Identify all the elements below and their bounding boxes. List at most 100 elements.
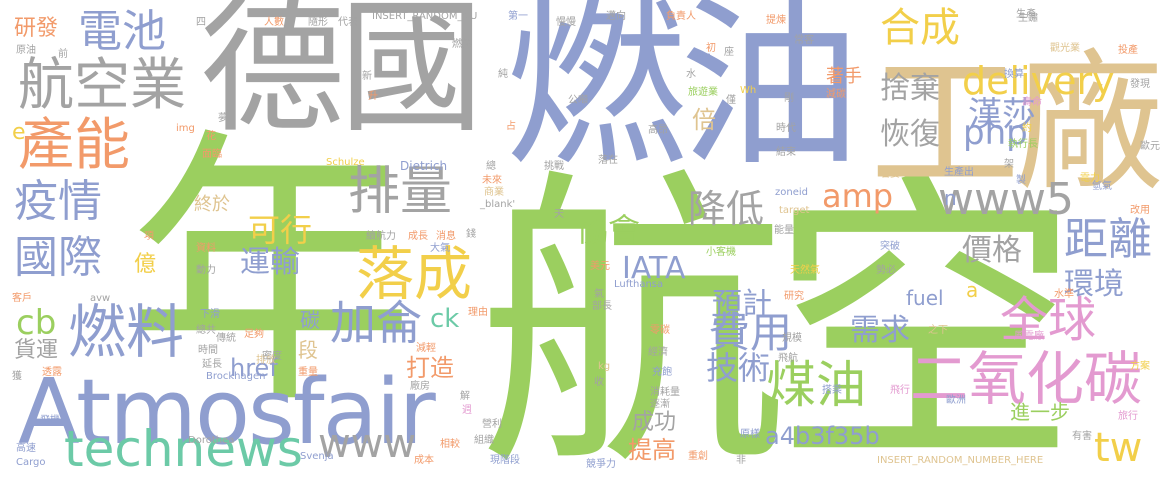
- word-zong-gong: 總共: [196, 325, 216, 336]
- word-zhi-xia: 之下: [928, 325, 948, 336]
- word-xie-hui: 協會: [576, 211, 641, 249]
- word-ke-xing: 可行: [248, 211, 313, 249]
- word-nian: 年: [125, 106, 415, 443]
- word-tan: 碳: [300, 308, 320, 332]
- word-hua: 花: [206, 131, 216, 142]
- word-pai-liang: 排量: [348, 162, 453, 222]
- word-zu-zhi: 組織: [474, 435, 494, 446]
- word-yi-qing: 疫情: [14, 176, 102, 227]
- word-jie-shu: 結束: [776, 147, 796, 158]
- word-lv-xing: 旅行: [1118, 411, 1138, 422]
- word-ruo-yao: 若要: [880, 169, 900, 180]
- word-ju-li: 距離: [1064, 214, 1152, 265]
- word-yan-fa: 研發: [14, 16, 59, 41]
- word-bu-chang: 部長: [592, 301, 612, 312]
- word-schulze: Schulze: [326, 157, 365, 168]
- word-yuan-yang: 原樣: [740, 429, 760, 440]
- word-yu-ji: 預計: [712, 287, 772, 322]
- word-xu-qiu: 需求: [850, 313, 910, 348]
- word-cheng-ben: 成本: [414, 455, 434, 466]
- word-shou: 收: [594, 377, 604, 388]
- word-avw: avw: [90, 293, 111, 304]
- word-sheng-chan-chu: 生產出: [944, 167, 974, 178]
- word-fei-xing: 飛行: [890, 385, 910, 396]
- word-gui-mo: 規模: [782, 333, 802, 344]
- word-zi-liao: 資料: [196, 243, 216, 254]
- word-bei: 倍: [692, 106, 716, 134]
- word-li-you: 理由: [468, 307, 488, 318]
- word-atmosfair: Atmosfair: [18, 360, 436, 465]
- word-www: www: [318, 421, 417, 467]
- word-tian: 天: [554, 209, 564, 220]
- word-xiang-jiao: 相較: [440, 439, 460, 450]
- word-er-yang-hua-tan: 二氧化碳: [910, 345, 1143, 413]
- word-zong: 總: [486, 161, 496, 172]
- word-jia: 架: [1004, 159, 1014, 170]
- word-gang: 剛: [784, 93, 794, 104]
- word-he-cheng: 合成: [880, 5, 960, 51]
- word-ck: ck: [430, 304, 460, 334]
- word-ren-shu: 人數: [264, 17, 284, 28]
- word-a: a: [966, 278, 979, 302]
- word-wei-lai: 未來: [482, 175, 502, 186]
- word-cargo: Cargo: [16, 457, 46, 468]
- word-img: img: [176, 123, 195, 134]
- word-mei-you: 煤油: [766, 356, 866, 414]
- word-fuel: fuel: [906, 286, 944, 310]
- word-tian-ran-qi: 天然氣: [790, 265, 820, 276]
- word-jian-qing: 減輕: [416, 343, 436, 354]
- word-technews: technews: [64, 420, 303, 478]
- word-luo-cheng: 落成: [356, 240, 473, 308]
- word-chun: 純: [498, 69, 508, 80]
- word-da-qi: 大氣: [430, 243, 450, 254]
- word-neng-liang: 能量: [774, 225, 794, 236]
- word-mei-yuan: 美元: [590, 261, 610, 272]
- word-huo: 獲: [12, 371, 22, 382]
- word-qi: 氣: [594, 289, 604, 300]
- word-jie: 解: [460, 391, 470, 402]
- word-shui-zhun: 水準: [1054, 289, 1074, 300]
- word-dai-biao: 代表: [338, 17, 358, 28]
- word-xu-hang-li: 續航力: [366, 231, 396, 242]
- word-gong-chang: 工廠: [870, 38, 1164, 212]
- word-chu: 初: [706, 43, 716, 54]
- word-ran-mei: 燃煤: [452, 39, 472, 50]
- word-duan: 段: [298, 338, 318, 362]
- word-zu-gou: 足夠: [244, 329, 264, 340]
- word-brockhagen: Brockhagen: [206, 371, 266, 382]
- word-tiao-zhan: 挑戰: [544, 161, 564, 172]
- word-hang-kong-ye: 航空業: [18, 53, 186, 118]
- word-delivery: delivery: [962, 59, 1115, 103]
- word-fei-hang: 飛航: [778, 353, 798, 364]
- word-qian-2: 前: [58, 49, 68, 60]
- word-gao-su: 高速: [16, 443, 36, 454]
- word-zhi: 製: [1016, 175, 1026, 186]
- word-feng-dian-chang: 風電廠: [1014, 331, 1044, 342]
- word-shang-ye: 商業: [484, 187, 504, 198]
- word-da-zai: 搭乘: [822, 385, 842, 396]
- word-chuan-tong: 傳統: [216, 333, 236, 344]
- word-fei-yong: 費用: [708, 308, 793, 357]
- word-yan-jiu: 研究: [784, 291, 804, 302]
- word-insert-random-number-here: INSERT_RANDOM_NUMBER_HERE: [877, 455, 1044, 466]
- word-qian: 錢: [466, 229, 476, 240]
- word-shou-ming: 壽命: [1022, 97, 1042, 108]
- word-zhong-yu: 終於: [194, 194, 230, 215]
- word-jin: 僅: [726, 95, 736, 106]
- word-huan-jing: 環境: [1064, 267, 1124, 302]
- word-mian-lin: 面臨: [202, 149, 222, 160]
- word-ke-hu: 客戶: [12, 293, 32, 304]
- word-luo-zai: 落在: [598, 155, 618, 166]
- word-chang-ke: 常客: [794, 35, 814, 46]
- word-you-hai: 有害: [1072, 431, 1092, 442]
- word-yi: 億: [134, 252, 157, 277]
- word-kg: kg: [598, 361, 611, 372]
- word-xia-hua: 下滑: [200, 309, 220, 320]
- word-da-ke-ji: 小客機: [706, 247, 736, 258]
- word-jia-ge: 價格: [962, 233, 1022, 268]
- word-dong-li: 動力: [196, 265, 216, 276]
- word-hui-fu: 恢復: [880, 117, 940, 152]
- word-ti-gao: 提高: [628, 436, 676, 464]
- word-chong-dian: 充飽: [652, 367, 672, 378]
- word-cheng-gong: 成功: [632, 410, 677, 435]
